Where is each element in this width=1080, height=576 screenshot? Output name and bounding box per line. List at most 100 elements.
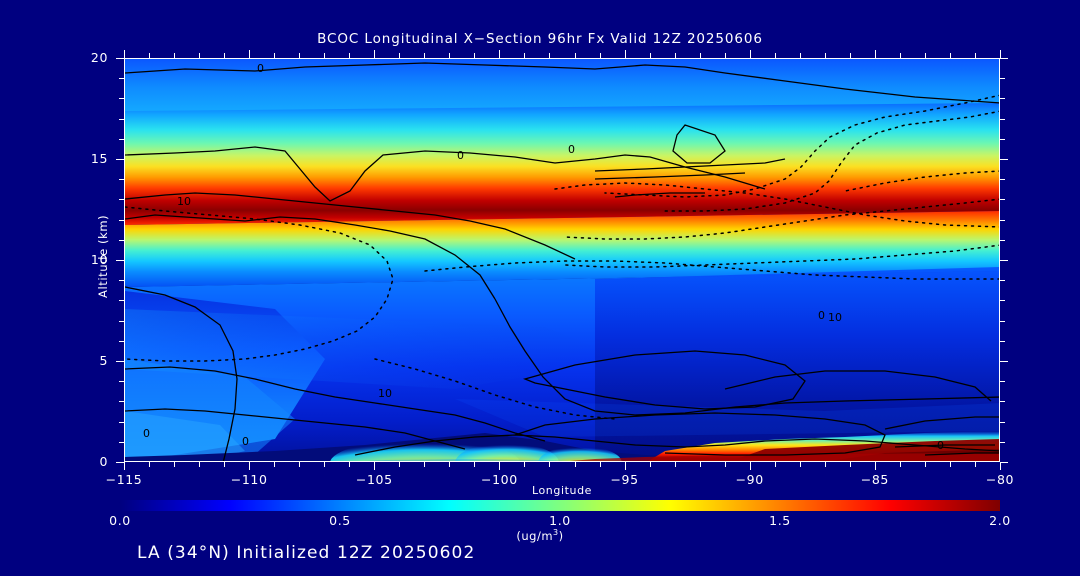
x-axis-minor-tick — [849, 462, 851, 467]
y-axis-minor-tick — [119, 300, 124, 302]
x-axis-minor-tick-top — [524, 53, 526, 58]
x-axis-major-tick-top — [124, 50, 125, 58]
x-axis-minor-tick — [599, 462, 601, 467]
y-axis-major-tick — [116, 260, 124, 261]
y-axis-major-tick-right — [1000, 58, 1008, 59]
x-axis-minor-tick-top — [574, 53, 576, 58]
y-axis-major-tick-right — [1000, 361, 1008, 362]
x-axis-minor-tick-top — [224, 53, 226, 58]
colorbar-tick-label: 2.0 — [989, 513, 1011, 528]
chart-title: BCOC Longitudinal X−Section 96hr Fx Vali… — [317, 31, 763, 47]
x-axis-minor-tick-top — [724, 53, 726, 58]
x-axis-minor-tick-top — [849, 53, 851, 58]
y-axis-tick-label: 20 — [90, 50, 108, 65]
colorbar-gradient — [120, 500, 1000, 511]
x-axis-minor-tick — [574, 462, 576, 467]
y-axis-minor-tick — [119, 340, 124, 342]
y-axis-minor-tick — [119, 219, 124, 221]
y-axis-major-tick-right — [1000, 260, 1008, 261]
x-axis-minor-tick-top — [149, 53, 151, 58]
x-axis-minor-tick — [449, 462, 451, 467]
contour-label: 0 — [242, 435, 249, 448]
x-axis-minor-tick — [424, 462, 426, 467]
x-axis-minor-tick-top — [449, 53, 451, 58]
y-axis-minor-tick — [119, 381, 124, 383]
x-axis-minor-tick-top — [549, 53, 551, 58]
x-axis-major-tick-top — [749, 50, 751, 58]
x-axis-minor-tick — [349, 462, 351, 467]
x-axis-minor-tick — [924, 462, 926, 467]
contour-label: 0 — [937, 439, 944, 452]
x-axis-minor-tick — [549, 462, 551, 467]
contour-label: 0 — [457, 149, 464, 162]
x-axis-major-tick — [624, 462, 626, 470]
y-axis-minor-tick-right — [1000, 340, 1005, 342]
y-axis-minor-tick-right — [1000, 98, 1005, 100]
y-axis-minor-tick-right — [1000, 320, 1005, 322]
y-axis-major-tick — [116, 462, 124, 463]
y-axis-tick-label: 5 — [99, 353, 108, 368]
x-axis-minor-tick — [949, 462, 951, 467]
y-axis-minor-tick — [119, 138, 124, 140]
x-axis-minor-tick-top — [174, 53, 176, 58]
x-axis-minor-tick-top — [474, 53, 476, 58]
y-axis-title: Altitude (km) — [96, 214, 110, 298]
x-axis-major-tick-top — [1000, 50, 1001, 58]
x-axis-minor-tick — [324, 462, 326, 467]
x-axis-minor-tick — [649, 462, 651, 467]
y-axis-tick-label: 10 — [90, 252, 108, 267]
x-axis-major-tick — [874, 462, 876, 470]
x-axis-major-tick-top — [624, 50, 626, 58]
x-axis-minor-tick — [824, 462, 826, 467]
x-axis-major-tick-top — [374, 50, 376, 58]
y-axis-minor-tick — [119, 199, 124, 201]
y-axis-minor-tick-right — [1000, 401, 1005, 403]
colorbar-tick-label: 1.5 — [769, 513, 791, 528]
y-axis-minor-tick — [119, 78, 124, 80]
x-axis-minor-tick-top — [649, 53, 651, 58]
x-axis-minor-tick-top — [799, 53, 801, 58]
x-axis-minor-tick — [699, 462, 701, 467]
y-axis-major-tick — [116, 58, 124, 59]
y-axis-major-tick-right — [1000, 462, 1008, 463]
y-axis-minor-tick-right — [1000, 300, 1005, 302]
y-axis-minor-tick — [119, 320, 124, 322]
x-axis-minor-tick-top — [399, 53, 401, 58]
x-axis-tick-label: −80 — [985, 472, 1015, 487]
x-axis-minor-tick — [274, 462, 276, 467]
y-axis-minor-tick-right — [1000, 78, 1005, 80]
y-axis-minor-tick-right — [1000, 118, 1005, 120]
colorbar-tick-label: 0.0 — [109, 513, 131, 528]
x-axis-minor-tick — [724, 462, 726, 467]
x-axis-tick-label: −85 — [860, 472, 889, 487]
x-axis-minor-tick-top — [324, 53, 326, 58]
y-axis-minor-tick-right — [1000, 138, 1005, 140]
contour-label: 0 — [257, 62, 264, 75]
x-axis-minor-tick-top — [974, 53, 976, 58]
y-axis-minor-tick-right — [1000, 381, 1005, 383]
x-axis-minor-tick-top — [424, 53, 426, 58]
x-axis-tick-label: −90 — [735, 472, 764, 487]
y-axis-minor-tick — [119, 118, 124, 120]
x-axis-minor-tick-top — [199, 53, 201, 58]
x-axis-minor-tick — [174, 462, 176, 467]
x-axis-major-tick — [249, 462, 251, 470]
x-axis-minor-tick — [974, 462, 976, 467]
colorbar[interactable] — [120, 500, 1000, 511]
x-axis-minor-tick — [199, 462, 201, 467]
x-axis-minor-tick — [149, 462, 151, 467]
contour-label: 10 — [378, 387, 392, 400]
x-axis-tick-label: −95 — [610, 472, 639, 487]
x-axis-major-tick — [1000, 462, 1001, 470]
y-axis-major-tick-right — [1000, 159, 1008, 160]
y-axis-tick-label: 0 — [99, 454, 108, 469]
x-axis-major-tick-top — [249, 50, 251, 58]
y-axis-minor-tick — [119, 239, 124, 241]
x-axis-minor-tick — [474, 462, 476, 467]
contour-lines-solid — [125, 62, 999, 461]
x-axis-major-tick — [374, 462, 376, 470]
x-axis-major-tick — [499, 462, 501, 470]
contour-label-group: 0 10 0 0 0 0 10 10 0 0 — [143, 62, 944, 452]
x-axis-minor-tick — [899, 462, 901, 467]
